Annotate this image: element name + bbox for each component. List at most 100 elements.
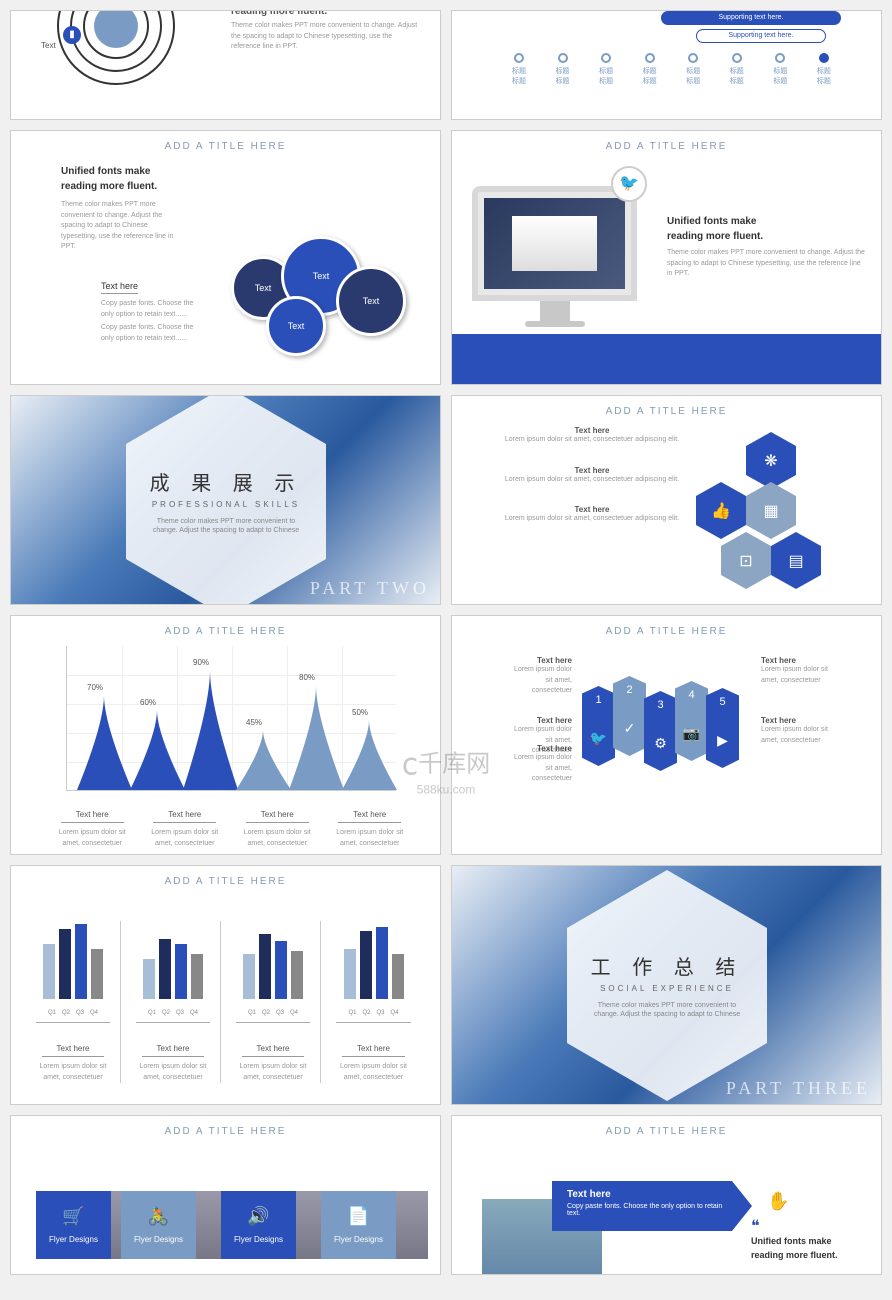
peak-label: 80%	[299, 673, 315, 682]
slide-title: ADD A TITLE HERE	[11, 866, 440, 892]
desc: Lorem ipsum dolor sit amet, consectetuer…	[497, 435, 687, 446]
label: Text here	[101, 281, 138, 294]
monitor	[472, 186, 637, 301]
heading: Unified fonts make	[61, 166, 181, 177]
mini-bar-charts: Q1Q2Q3Q4 Text hereLorem ipsum dolor sit …	[36, 921, 421, 1083]
slide-title: ADD A TITLE HERE	[11, 616, 440, 642]
bar	[392, 954, 404, 999]
flyer-card: 🔊 Flyer Designs	[236, 1191, 328, 1259]
flyer-icon: 🔊	[221, 1206, 296, 1227]
hex-item: ▦.mini-hex:nth-child(3)::before{border-b…	[746, 496, 796, 525]
section-title: 工 作 总 结	[567, 951, 767, 980]
slide-10: 工 作 总 结 SOCIAL EXPERIENCE Theme color ma…	[451, 865, 882, 1105]
peak-label: 90%	[193, 658, 209, 667]
pill: Supporting text here.	[661, 11, 841, 25]
slide-title: ADD A TITLE HERE	[452, 131, 881, 157]
slide-2: Supporting text here. Supporting text he…	[451, 10, 882, 120]
bubble: Text	[266, 296, 326, 356]
peak	[236, 730, 291, 790]
label: Text here	[497, 466, 687, 475]
bar	[243, 954, 255, 999]
flyer-label: Flyer Designs	[36, 1235, 111, 1244]
footer-band	[452, 334, 881, 384]
marker-label: 标题	[686, 66, 700, 76]
bar	[143, 959, 155, 999]
flyer-cards: 🛒 Flyer Designs 🚴 Flyer Designs 🔊 Flyer …	[36, 1191, 428, 1259]
label: Text here	[497, 505, 687, 514]
label: Text here	[761, 656, 841, 665]
peak-chart: 70%60%90%45%80%50%	[66, 646, 396, 791]
bubble: Text	[336, 266, 406, 336]
pill: Supporting text here.	[696, 29, 826, 43]
marker-label: 标题	[599, 66, 613, 76]
desc: Lorem ipsum dolor sit amet, consectetuer	[336, 1062, 411, 1083]
heading: Unified fonts make	[667, 216, 867, 227]
label: Text here	[246, 810, 309, 823]
section-subtitle: PROFESSIONAL SKILLS	[126, 500, 326, 509]
desc: Lorem ipsum dolor sit amet, consectetuer	[142, 828, 227, 849]
mini-chart: Q1Q2Q3Q4 Text hereLorem ipsum dolor sit …	[136, 921, 221, 1083]
monitor-base	[525, 321, 585, 327]
marker-dot	[645, 53, 655, 63]
flyer-card: 📄 Flyer Designs	[336, 1191, 428, 1259]
marker-label: 标题	[730, 66, 744, 76]
bar	[59, 929, 71, 999]
ribbon-item: 4 📷	[675, 681, 708, 771]
flyer-card: 🚴 Flyer Designs	[136, 1191, 228, 1259]
flyer-label: Flyer Designs	[221, 1235, 296, 1244]
desc: Lorem ipsum dolor sit amet, consectetuer	[50, 828, 135, 849]
desc: Lorem ipsum dolor sit amet, consectetuer	[512, 753, 572, 785]
slide-9: ADD A TITLE HERE Q1Q2Q3Q4 Text hereLorem…	[10, 865, 441, 1105]
label: Text here	[512, 656, 572, 665]
desc: Lorem ipsum dolor sit amet, consectetuer	[36, 1062, 110, 1083]
marker-dot	[688, 53, 698, 63]
mini-chart: Q1Q2Q3Q4 Text hereLorem ipsum dolor sit …	[36, 921, 121, 1083]
flyer-icon: 🛒	[36, 1206, 111, 1227]
section-title: 成 果 展 示	[126, 467, 326, 496]
peak	[342, 720, 397, 790]
slide-title: ADD A TITLE HERE	[452, 1116, 881, 1142]
flyer-label: Flyer Designs	[121, 1235, 196, 1244]
heading: reading more fluent.	[231, 10, 421, 17]
heading: reading more fluent.	[751, 1250, 851, 1260]
marker-label: 标题	[643, 66, 657, 76]
hex-item: ❋.mini-hex:nth-child(1)::before{border-b…	[746, 446, 796, 475]
slide-title: ADD A TITLE HERE	[452, 616, 881, 642]
slide-8: ADD A TITLE HERE 1 🐦 2 ✓ 3 ⚙ 4 📷 5 ▶ Tex…	[451, 615, 882, 855]
marker-dot	[514, 53, 524, 63]
desc: Lorem ipsum dolor sit amet, consectetuer…	[497, 514, 687, 525]
label: Text here	[761, 716, 841, 725]
monitor-screen-image	[484, 198, 625, 289]
marker-label: 标题	[512, 66, 526, 76]
slide-title: ADD A TITLE HERE	[452, 396, 881, 422]
bar	[291, 951, 303, 999]
label: Text here	[242, 1044, 305, 1057]
peak	[183, 670, 238, 790]
part-label: PART THREE	[726, 1078, 871, 1099]
flyer-icon: 📄	[321, 1206, 396, 1227]
desc: Lorem ipsum dolor sit amet, consectetuer	[761, 725, 841, 746]
slide-title: ADD A TITLE HERE	[11, 1116, 440, 1142]
arrow-title: Text here	[567, 1189, 737, 1200]
slide-7: ADD A TITLE HERE 70%60%90%45%80%50% Text…	[10, 615, 441, 855]
label: Text here	[42, 1044, 105, 1057]
speech-bubble-icon: 🐦	[611, 166, 647, 202]
hand-icon: ✋	[767, 1191, 789, 1212]
desc: Lorem ipsum dolor sit amet, consectetuer	[236, 1062, 310, 1083]
timeline: 标题标题标题标题标题标题标题标题标题标题标题标题标题标题标题标题	[512, 53, 831, 86]
heading: reading more fluent.	[667, 231, 867, 242]
slide-12: ADD A TITLE HERE Text here Copy paste fo…	[451, 1115, 882, 1275]
monitor-stand	[540, 301, 570, 321]
label: Text here	[497, 426, 687, 435]
marker-label: 标题	[556, 66, 570, 76]
label: Text here	[512, 716, 572, 725]
marker-icon: ▮	[63, 26, 81, 44]
bar	[75, 924, 87, 999]
hex-cluster: ❋.mini-hex:nth-child(1)::before{border-b…	[691, 431, 851, 591]
label: Text here	[153, 810, 216, 823]
slide-6: ADD A TITLE HERE Text here Lorem ipsum d…	[451, 395, 882, 605]
label: Text here	[61, 810, 124, 823]
peak-labels: Text here Lorem ipsum dolor sit amet, con…	[46, 804, 416, 849]
desc: Copy paste fonts. Choose the only option…	[101, 299, 201, 320]
ribbon-steps: 1 🐦 2 ✓ 3 ⚙ 4 📷 5 ▶	[582, 676, 737, 771]
